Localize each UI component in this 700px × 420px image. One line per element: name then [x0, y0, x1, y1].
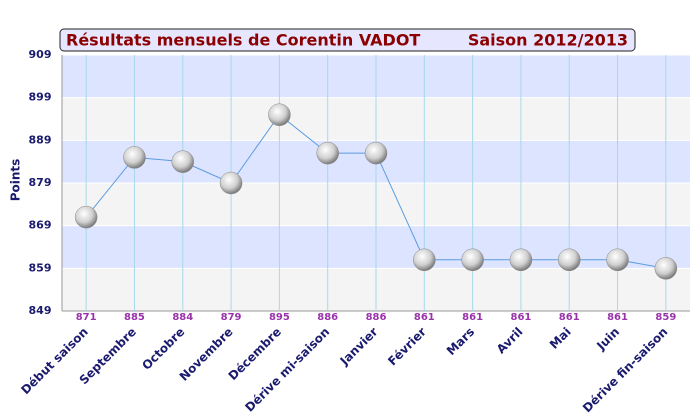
- y-tick-label: 909: [29, 48, 52, 61]
- value-label: 895: [269, 312, 290, 323]
- x-tick-label: Octobre: [139, 325, 187, 373]
- x-tick-label: Mai: [547, 325, 574, 352]
- value-label: 885: [124, 312, 145, 323]
- point-marker: [74, 205, 98, 229]
- chart-title: Résultats mensuels de Corentin VADOT: [66, 31, 420, 50]
- x-tick-label: Janvier: [337, 325, 381, 369]
- x-tick-label: Dérive mi-saison: [242, 325, 332, 415]
- value-label: 871: [76, 312, 97, 323]
- value-label: 861: [414, 312, 435, 323]
- point-marker: [171, 150, 195, 173]
- y-tick-label: 889: [29, 133, 52, 146]
- x-tick-label: Février: [385, 325, 429, 369]
- value-label: 879: [221, 312, 242, 323]
- y-tick-label: 869: [29, 219, 52, 232]
- x-tick-label: Début saison: [18, 325, 90, 397]
- x-tick-label: Juin: [593, 325, 622, 354]
- y-axis-label: Points: [9, 159, 23, 202]
- x-tick-label: Avril: [494, 325, 526, 357]
- value-label: 861: [510, 312, 531, 323]
- value-label: 886: [317, 312, 338, 323]
- value-label: 859: [655, 312, 676, 323]
- title-box: [59, 28, 636, 52]
- point-marker: [413, 248, 436, 272]
- value-label: 884: [172, 312, 193, 323]
- point-marker: [509, 248, 533, 272]
- point-marker: [316, 141, 339, 165]
- value-label: 886: [366, 312, 387, 323]
- y-tick-label: 879: [29, 176, 52, 189]
- value-label: 861: [559, 312, 580, 323]
- point-marker: [654, 257, 678, 280]
- point-marker: [123, 146, 146, 169]
- y-tick-label: 849: [29, 304, 52, 317]
- point-marker: [461, 248, 484, 272]
- point-marker: [219, 171, 243, 195]
- point-marker: [364, 141, 388, 165]
- y-tick-label: 859: [29, 261, 52, 274]
- x-tick-label: Mars: [444, 325, 477, 358]
- point-marker: [268, 103, 291, 126]
- chart-subtitle: Saison 2012/2013: [468, 31, 628, 50]
- value-label: 861: [462, 312, 483, 323]
- y-tick-label: 899: [29, 91, 52, 104]
- x-tick-label: Dérive fin-saison: [580, 325, 670, 415]
- point-marker: [606, 248, 629, 272]
- value-label: 861: [607, 312, 628, 323]
- point-marker: [557, 248, 581, 272]
